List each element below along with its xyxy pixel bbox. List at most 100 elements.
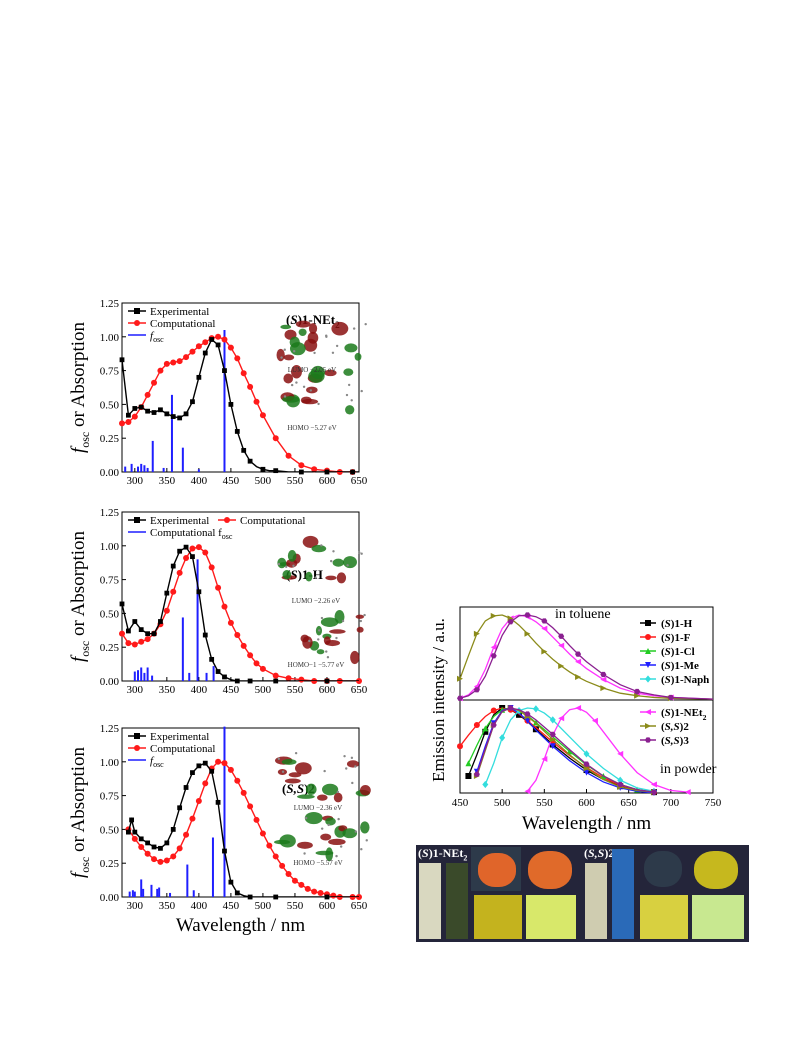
powder-series-point — [583, 764, 590, 771]
homo-orbital-image-atom — [320, 616, 324, 620]
experimental-point — [145, 631, 151, 637]
computational-point — [349, 894, 356, 900]
x-tick-label: 300 — [127, 475, 144, 487]
plot-frame — [121, 727, 360, 898]
toluene-series-point — [507, 619, 514, 625]
vial-uv — [612, 849, 634, 939]
powder-series-point — [465, 760, 472, 767]
legend-label-part: S — [665, 632, 671, 644]
computational-point — [202, 780, 209, 787]
computational-point — [215, 758, 222, 765]
toluene-series-point — [541, 625, 548, 632]
computational-point — [253, 660, 260, 667]
lumo-orbital-image-lobe — [344, 343, 358, 353]
experimental-point — [158, 407, 163, 413]
homo-orbital-image-lobe — [360, 821, 370, 834]
toluene-series-point — [507, 615, 514, 622]
y-axis-label-sub: osc — [78, 857, 92, 873]
computational-point — [247, 652, 254, 659]
lumo-orbital-image-lobe — [283, 354, 295, 361]
experimental-point — [190, 770, 195, 776]
legend-label: (S,S)2 — [661, 721, 689, 733]
plot-frame — [459, 606, 714, 794]
legend-label: Experimental — [150, 731, 209, 743]
experimental-point — [234, 678, 240, 684]
computational-point — [311, 888, 318, 895]
lumo-orbital-image-atom — [354, 765, 357, 768]
computational-point — [170, 588, 177, 595]
experimental-point — [151, 410, 157, 415]
computational-point — [189, 545, 196, 552]
lumo-orbital-image-lobe — [331, 321, 349, 336]
computational-point — [279, 862, 286, 869]
lumo-orbital-image-atom — [358, 551, 361, 554]
homo-orbital-image-lobe — [325, 847, 334, 862]
x-axis-label: Wavelength / nm — [522, 813, 652, 834]
experimental-point — [228, 879, 234, 885]
homo-orbital-image-lobe — [282, 396, 300, 403]
computational-point — [125, 826, 132, 833]
homo-energy-label: HOMO−1 −5.77 eV — [288, 661, 345, 669]
computational-point — [259, 412, 266, 419]
powder-series-point — [490, 722, 497, 728]
homo-orbital-image-atom — [360, 848, 363, 851]
computational-point — [227, 344, 234, 351]
lumo-orbital-image-lobe — [284, 778, 301, 784]
lumo-orbital-image-lobe — [277, 768, 288, 775]
computational-point — [259, 665, 266, 672]
homo-orbital-image-atom — [283, 395, 287, 398]
lumo-orbital-image-atom — [325, 335, 328, 338]
lumo-orbital-image-atom — [332, 550, 335, 553]
computational-point — [183, 554, 190, 561]
powder-series-point — [473, 768, 480, 775]
experimental-point — [119, 357, 125, 363]
toluene-series-point — [634, 692, 641, 699]
computational-point — [227, 619, 234, 626]
x-tick-label: 450 — [223, 900, 240, 912]
lumo-orbital-image-atom — [294, 751, 298, 755]
computational-point — [144, 850, 151, 857]
lumo-orbital-image-atom — [325, 334, 328, 337]
homo-orbital-image-lobe — [323, 636, 331, 645]
homo-orbital-image-atom — [318, 629, 321, 632]
x-tick-label: 350 — [159, 475, 176, 487]
lumo-orbital-image-lobe — [281, 758, 297, 765]
computational-point — [304, 885, 311, 892]
powder-series-point — [650, 790, 657, 796]
computational-point — [195, 798, 202, 805]
legend-label: (S)1-Cl — [661, 646, 695, 658]
homo-orbital-image-lobe — [308, 369, 325, 383]
lumo-orbital-image-atom — [283, 348, 286, 351]
x-tick-label: 500 — [255, 684, 272, 696]
experimental-point — [177, 548, 183, 554]
homo-orbital-image-lobe — [310, 365, 325, 379]
compound-label-part: ( — [286, 312, 290, 327]
experimental-point — [164, 590, 170, 596]
lumo-orbital-image — [277, 535, 363, 584]
toluene-series-line — [460, 614, 713, 700]
experimental-point — [151, 844, 157, 850]
powder-series-point — [507, 705, 514, 711]
homo-orbital-image-lobe — [345, 405, 355, 415]
toluene-series-point — [667, 694, 674, 701]
powder-series-point — [650, 787, 657, 795]
computational-point — [336, 894, 343, 900]
computational-line — [127, 761, 359, 897]
compound-label: (S,S)2 — [282, 781, 315, 796]
homo-orbital-image-lobe — [301, 398, 319, 405]
experimental-point — [138, 836, 144, 842]
powder-series-point — [465, 773, 472, 779]
toluene-series-point — [524, 630, 531, 637]
computational-point — [138, 404, 145, 411]
y-tick-label: 1.25 — [100, 298, 120, 310]
legend-label-part: S — [665, 660, 671, 672]
powder-series-point — [482, 728, 489, 735]
computational-point — [253, 398, 260, 405]
x-tick-label: 300 — [127, 900, 144, 912]
powder-yellow-uv — [694, 851, 738, 889]
powder-series-point — [650, 789, 657, 796]
homo-orbital-image-lobe — [283, 373, 294, 384]
x-tick-label: 400 — [191, 475, 208, 487]
powder-series-point — [507, 705, 514, 711]
lumo-orbital-image-atom — [331, 351, 335, 354]
